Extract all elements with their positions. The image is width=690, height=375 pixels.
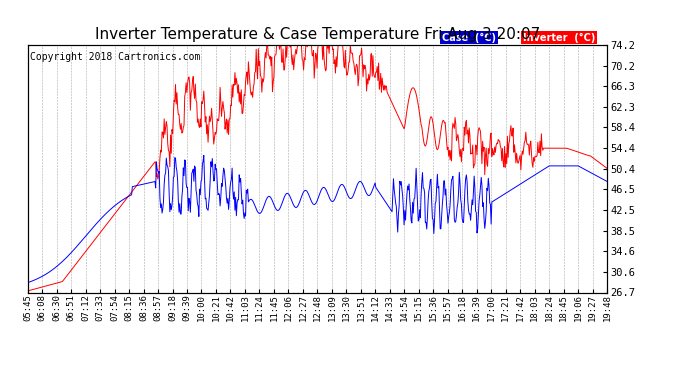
- Text: Inverter  (°C): Inverter (°C): [523, 33, 595, 42]
- Text: Case  (°C): Case (°C): [442, 33, 496, 42]
- Title: Inverter Temperature & Case Temperature Fri Aug 3 20:07: Inverter Temperature & Case Temperature …: [95, 27, 540, 42]
- Text: Copyright 2018 Cartronics.com: Copyright 2018 Cartronics.com: [30, 53, 201, 62]
